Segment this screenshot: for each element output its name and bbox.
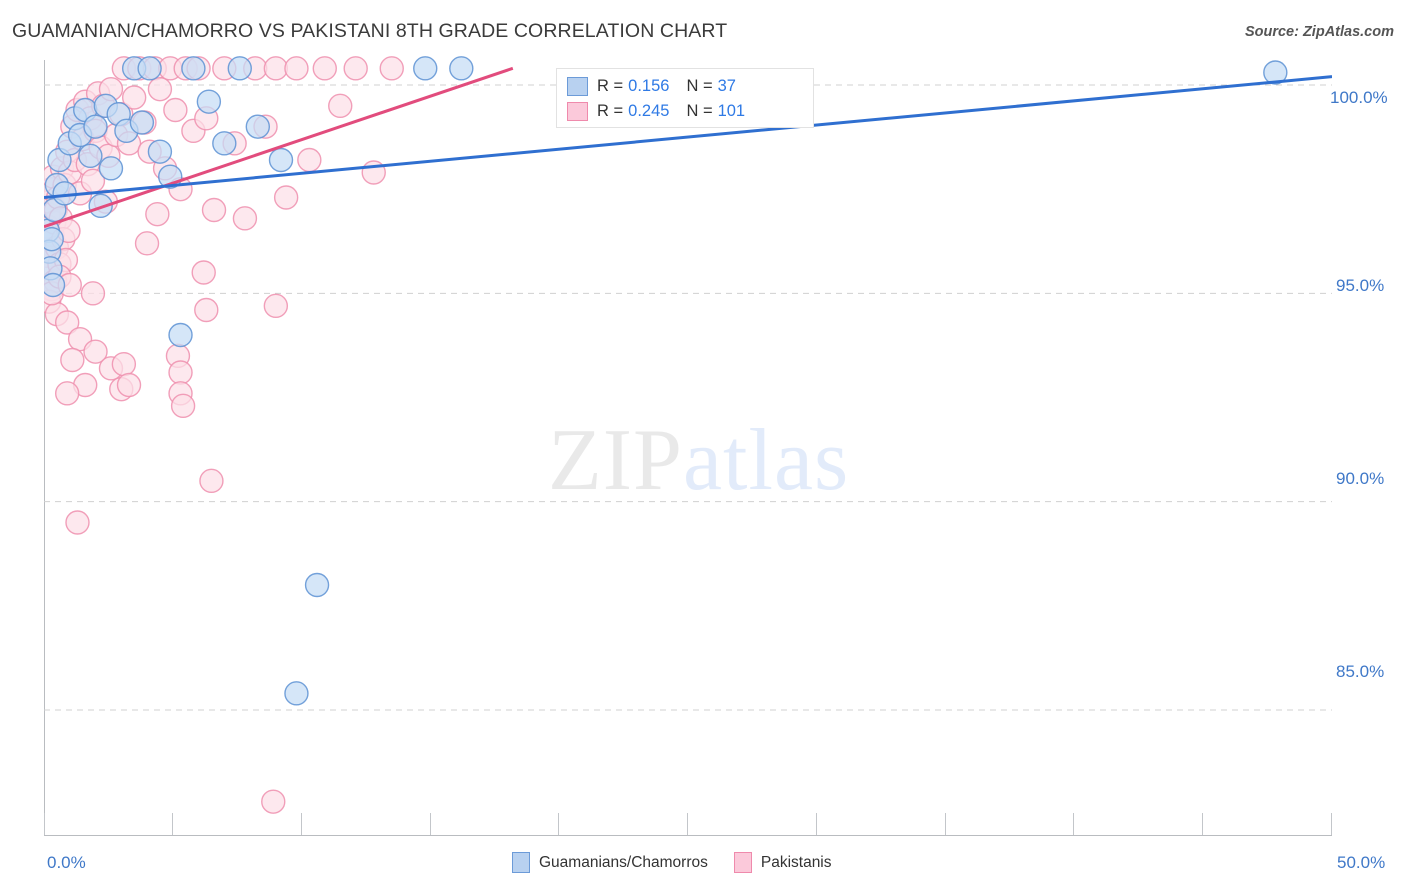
y-tick-label-90: 90.0% [1336, 469, 1385, 488]
data-point [170, 393, 196, 419]
x-tick [945, 813, 946, 835]
trendline-pakistanis [44, 66, 514, 229]
watermark-zip: ZIP [548, 412, 683, 509]
data-point [147, 76, 173, 102]
data-point [54, 310, 80, 335]
data-point [212, 131, 237, 156]
x-tick [430, 813, 431, 835]
data-point [134, 231, 160, 256]
watermark: ZIPatlas [548, 410, 849, 511]
data-point [168, 322, 193, 348]
data-point [379, 56, 404, 81]
data-point [263, 56, 289, 81]
data-point [297, 147, 322, 173]
data-point [137, 56, 162, 81]
y-axis-line [44, 60, 45, 835]
data-point [232, 206, 258, 231]
r-label-blue: R = [597, 77, 624, 95]
stats-row-guamanians: R = 0.156 N = 37 [567, 74, 803, 99]
n-label-pink: N = [686, 102, 713, 120]
data-point [88, 193, 113, 219]
data-point [273, 185, 299, 210]
y-tick-label-95: 95.0% [1336, 276, 1385, 295]
legend-label-pakistanis: Pakistanis [760, 853, 832, 871]
data-point [245, 114, 271, 139]
watermark-atlas: atlas [683, 412, 850, 509]
stats-legend: R = 0.156 N = 37 R = 0.245 N = 101 [556, 68, 814, 128]
x-tick [687, 813, 688, 835]
x-tick [301, 813, 302, 835]
data-point [44, 226, 64, 252]
data-point [201, 197, 227, 223]
data-point [263, 293, 289, 319]
data-point [121, 85, 147, 110]
data-point [328, 93, 353, 119]
n-value-blue: 37 [717, 77, 736, 95]
y-tick-label-100: 100.0% [1330, 88, 1388, 107]
data-point [129, 110, 155, 135]
data-point [261, 789, 286, 814]
legend-item-guamanians[interactable]: Guamanians/Chamorros [512, 852, 708, 873]
stats-row-pakistanis: R = 0.245 N = 101 [567, 99, 803, 124]
data-point [98, 156, 124, 181]
data-point [168, 360, 193, 385]
r-value-blue: 0.156 [628, 77, 670, 95]
data-point [163, 97, 188, 123]
data-point [312, 56, 337, 81]
data-point [116, 372, 142, 398]
data-point [111, 351, 137, 377]
source-attribution: Source: ZipAtlas.com [1244, 24, 1394, 40]
data-point [304, 572, 330, 598]
data-point [60, 347, 85, 373]
x-tick [816, 813, 817, 835]
data-point [83, 339, 108, 364]
data-point [44, 272, 66, 298]
data-point [413, 56, 438, 81]
data-point [147, 139, 173, 164]
data-point [191, 260, 216, 285]
r-label-pink: R = [597, 102, 624, 120]
data-point [194, 297, 219, 323]
data-point [54, 381, 80, 406]
x-tick [558, 813, 559, 835]
x-tick [1073, 813, 1074, 835]
x-tick [1331, 813, 1332, 835]
series-legend: Guamanians/Chamorros Pakistanis [512, 852, 858, 873]
data-point [284, 681, 309, 706]
page-title: GUAMANIAN/CHAMORRO VS PAKISTANI 8TH GRAD… [12, 20, 728, 42]
data-point [1263, 60, 1288, 85]
data-point [449, 56, 474, 81]
x-tick [44, 813, 45, 835]
legend-swatch-pakistanis-icon [733, 852, 752, 873]
data-point [268, 147, 294, 173]
data-point [83, 114, 108, 139]
legend-swatch-pink [567, 102, 588, 121]
data-point [78, 143, 103, 169]
data-point [343, 56, 368, 81]
y-tick-label-85: 85.0% [1336, 662, 1385, 681]
data-point [145, 201, 170, 227]
legend-label-guamanians: Guamanians/Chamorros [539, 853, 708, 871]
x-axis-line [44, 835, 1332, 836]
data-point [284, 56, 309, 81]
data-point [199, 468, 224, 494]
r-value-pink: 0.245 [628, 102, 670, 120]
x-tick-label-max: 50.0% [1337, 853, 1386, 872]
n-value-pink: 101 [717, 102, 746, 120]
legend-item-pakistanis[interactable]: Pakistanis [733, 852, 832, 873]
data-point [181, 56, 206, 81]
data-point [65, 510, 90, 535]
data-point [196, 89, 222, 114]
data-point [80, 281, 106, 306]
legend-swatch-blue [567, 77, 588, 96]
x-tick-label-min: 0.0% [47, 853, 86, 872]
trendline-guamanians [44, 75, 1332, 199]
n-label-blue: N = [686, 77, 713, 95]
x-tick [1202, 813, 1203, 835]
data-point [227, 56, 252, 81]
legend-swatch-guamanians-icon [512, 852, 530, 873]
x-tick [172, 813, 173, 835]
